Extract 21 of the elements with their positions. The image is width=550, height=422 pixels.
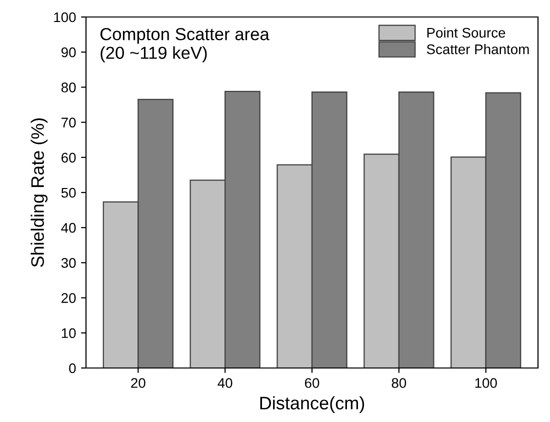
y-tick-label: 20	[62, 293, 76, 303]
x-tick-label: 20	[131, 378, 146, 388]
y-tick-label: 70	[62, 118, 76, 128]
y-tick-label: 0	[69, 363, 76, 374]
y-tick-label: 80	[61, 82, 76, 92]
x-tick-label: 60	[304, 378, 320, 388]
legend-label: Point Source	[427, 27, 506, 38]
x-axis-title: Distance(cm)	[260, 396, 364, 414]
x-tick-label: 100	[475, 378, 497, 388]
x-tick-label: 80	[392, 378, 406, 388]
y-tick-label: 60	[62, 152, 76, 163]
y-axis-title: Shielding Rate (%)	[30, 118, 48, 267]
y-tick-label: 40	[61, 222, 76, 233]
y-tick-label: 100	[54, 12, 76, 22]
x-tick-label: 40	[218, 378, 232, 388]
y-tick-label: 50	[61, 188, 76, 198]
annotation: Compton Scatter area (20 ~119 keV)	[100, 28, 270, 62]
y-tick-label: 30	[61, 258, 76, 268]
y-tick-label: 90	[61, 47, 76, 58]
legend-label: Scatter Phantom	[426, 44, 529, 54]
y-tick-label: 10	[62, 328, 76, 338]
